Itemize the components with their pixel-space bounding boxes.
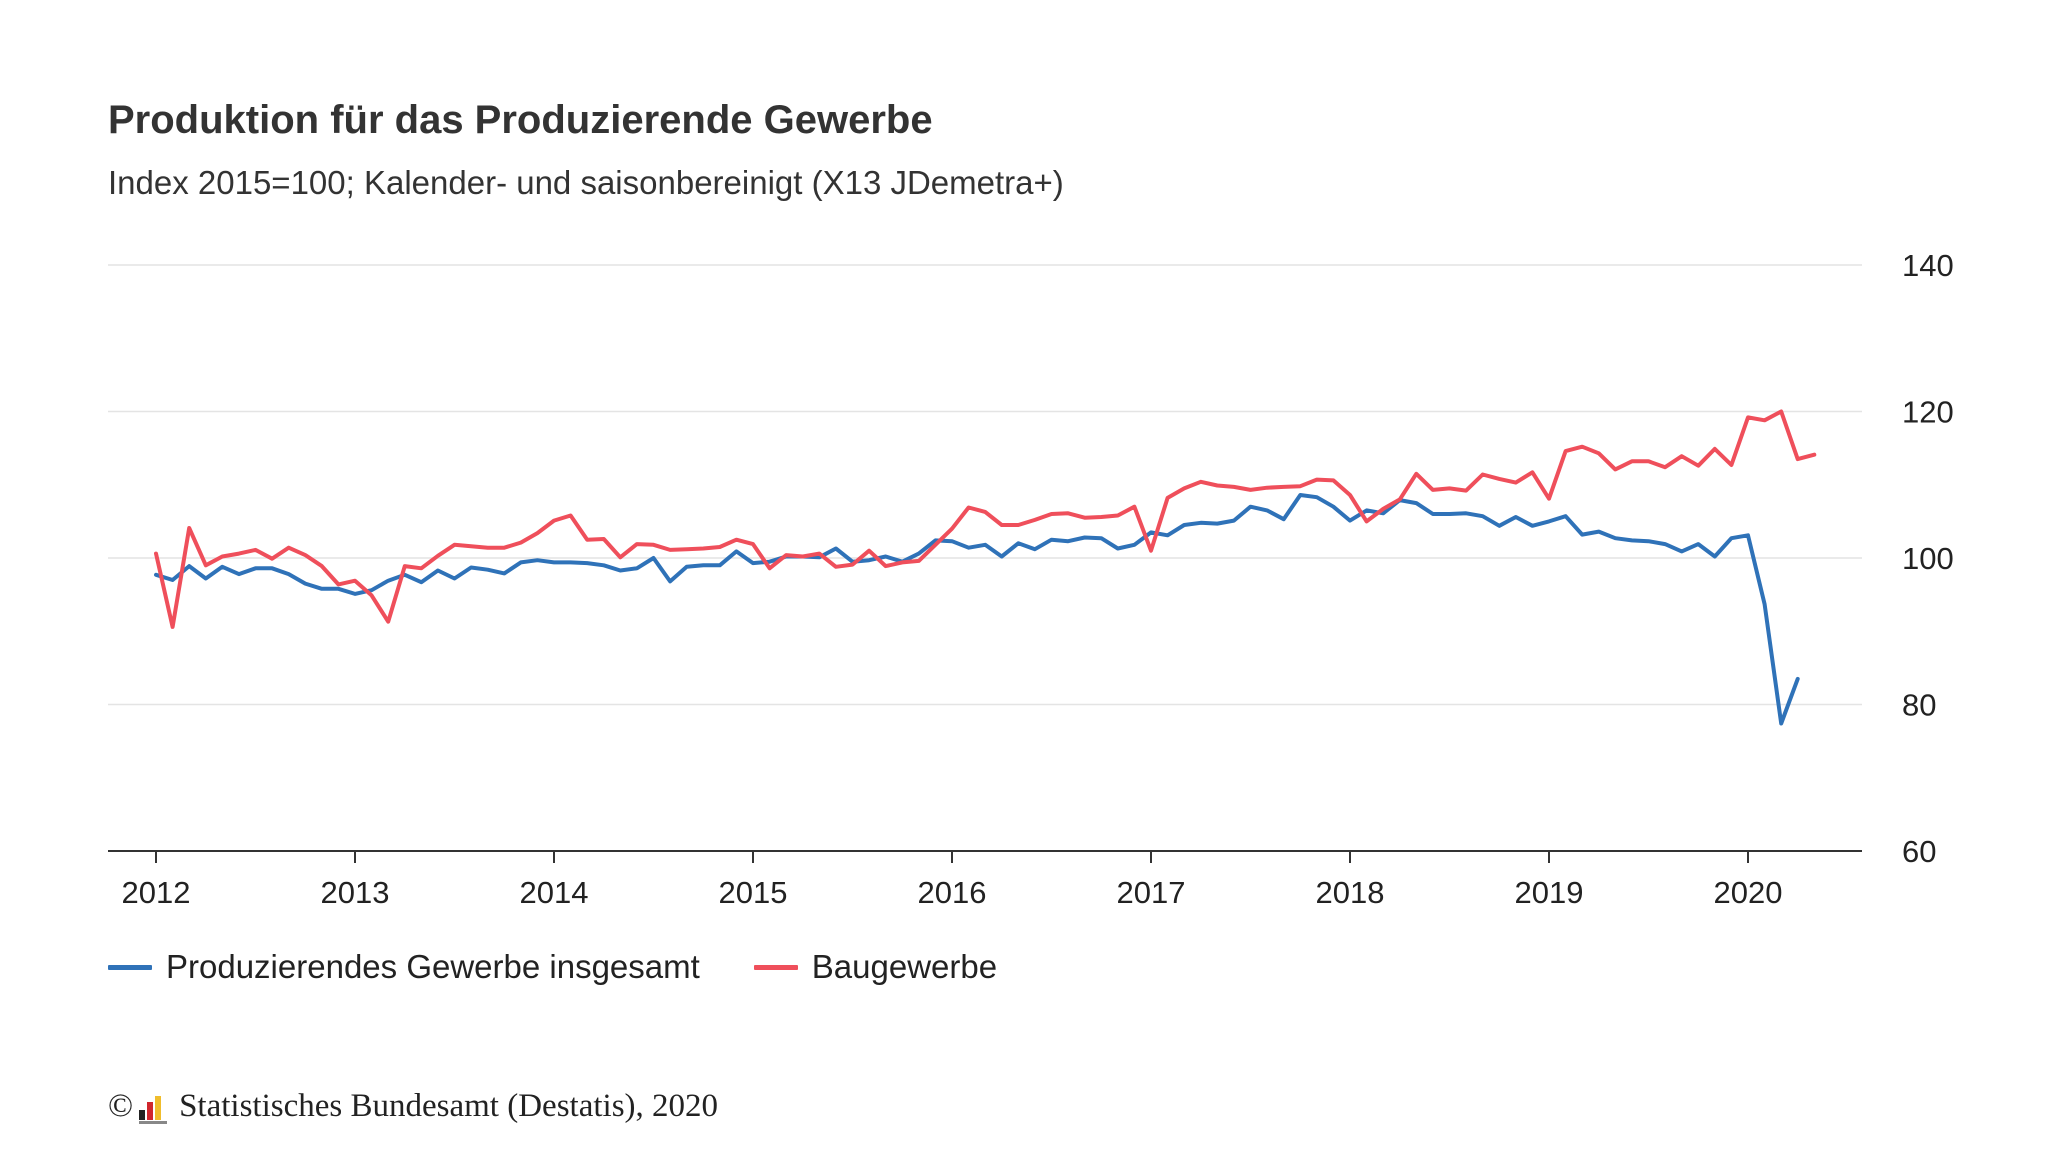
- legend-item-baugewerbe[interactable]: Baugewerbe: [753, 948, 998, 986]
- x-tick-label: 2018: [1316, 875, 1385, 910]
- y-axis: 60 80 100 120 140: [1902, 248, 1954, 869]
- copyright-symbol: ©: [108, 1088, 134, 1124]
- legend-swatch-red: [753, 964, 798, 970]
- source-credit: © Statistisches Bundesamt (Destatis), 20…: [108, 1088, 718, 1125]
- destatis-logo-icon: [139, 1094, 169, 1124]
- x-tick-label: 2013: [321, 875, 390, 910]
- series-lines: [154, 409, 1817, 726]
- series-line-baugewerbe: [154, 409, 1817, 629]
- legend-label: Produzierendes Gewerbe insgesamt: [166, 948, 700, 985]
- y-tick-label: 60: [1902, 834, 1936, 869]
- x-tick-label: 2019: [1515, 875, 1584, 910]
- y-tick-label: 100: [1902, 541, 1954, 576]
- x-tick-label: 2015: [719, 875, 788, 910]
- y-tick-label: 140: [1902, 248, 1954, 283]
- x-tick-label: 2017: [1117, 875, 1186, 910]
- chart-title: Produktion für das Produzierende Gewerbe: [108, 98, 933, 142]
- series-line-produzierendes-gewerbe: [154, 493, 1800, 726]
- x-tick-label: 2016: [918, 875, 987, 910]
- gridlines: [108, 264, 1862, 706]
- x-axis: 2012 2013 2014 2015 2016 2017 2018 2019 2020: [108, 850, 1862, 910]
- legend-label: Baugewerbe: [811, 948, 998, 985]
- y-tick-label: 80: [1902, 688, 1936, 723]
- legend-swatch-blue: [108, 964, 152, 970]
- legend-item-produzierendes-gewerbe[interactable]: Produzierendes Gewerbe insgesamt: [108, 948, 700, 986]
- x-tick-label: 2012: [122, 875, 191, 910]
- x-tick-label: 2014: [520, 875, 589, 910]
- source-text: Statistisches Bundesamt (Destatis), 2020: [179, 1088, 719, 1124]
- y-tick-label: 120: [1902, 395, 1954, 430]
- x-tick-label: 2020: [1714, 875, 1783, 910]
- legend: Produzierendes Gewerbe insgesamt Baugewe…: [108, 948, 1051, 986]
- chart-subtitle: Index 2015=100; Kalender- und saisonbere…: [108, 164, 1064, 201]
